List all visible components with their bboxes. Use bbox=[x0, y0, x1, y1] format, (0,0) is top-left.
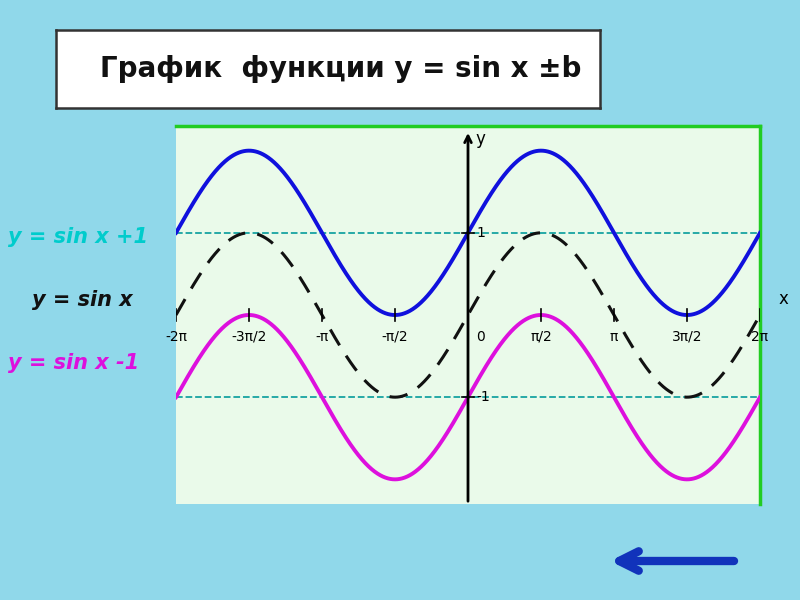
Text: 2π: 2π bbox=[751, 330, 769, 344]
Text: y = sin x -1: y = sin x -1 bbox=[8, 353, 139, 373]
Text: -2π: -2π bbox=[165, 330, 187, 344]
Text: y: y bbox=[475, 130, 485, 148]
Text: 3π/2: 3π/2 bbox=[672, 330, 702, 344]
Text: -1: -1 bbox=[476, 390, 490, 404]
Text: π: π bbox=[610, 330, 618, 344]
Text: x: x bbox=[778, 290, 789, 308]
Text: -π: -π bbox=[315, 330, 329, 344]
Text: 1: 1 bbox=[476, 226, 486, 240]
Text: -π/2: -π/2 bbox=[382, 330, 408, 344]
Text: y = sin x: y = sin x bbox=[32, 290, 133, 310]
Text: -3π/2: -3π/2 bbox=[231, 330, 266, 344]
Text: y = sin x +1: y = sin x +1 bbox=[8, 227, 148, 247]
Text: π/2: π/2 bbox=[530, 330, 552, 344]
Text: График  функции y = sin x ±b: График функции y = sin x ±b bbox=[99, 55, 581, 83]
Text: 0: 0 bbox=[476, 330, 485, 344]
